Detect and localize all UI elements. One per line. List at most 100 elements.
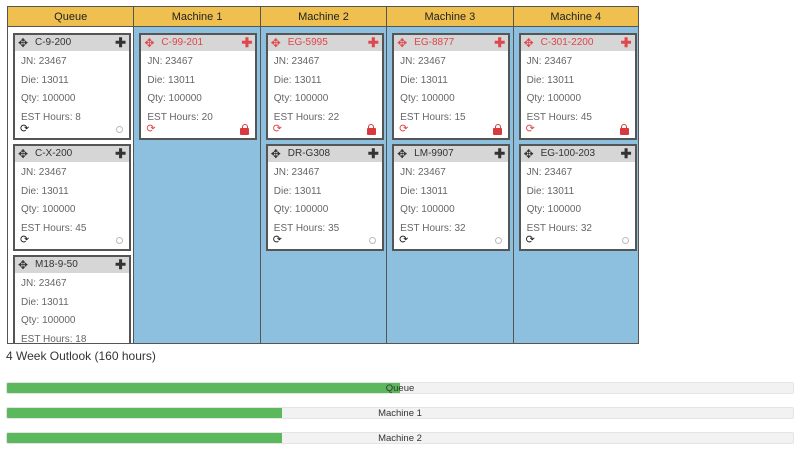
job-card[interactable]: ✥ DR-G308 ✚ JN: 23467 Die: 13011 Qty: 100000 E… — [265, 144, 384, 251]
card-title: EG-100-203 — [540, 148, 596, 159]
column-queue: Queue ✥ C-9-200 ✚ JN: 23467 Die: 13011 Qty: 10… — [7, 6, 134, 344]
refresh-icon[interactable]: ⟳ — [399, 234, 409, 246]
progress-label: Machine 2 — [378, 433, 422, 444]
job-card[interactable]: ✥ EG-5995 ✚ JN: 23467 Die: 13011 Qty: 100000 E… — [265, 33, 384, 140]
radio-icon[interactable] — [116, 237, 123, 244]
refresh-icon[interactable]: ⟳ — [272, 123, 282, 135]
job-card[interactable]: ✥ C-9-200 ✚ JN: 23467 Die: 13011 Qty: 100000 E… — [13, 33, 131, 140]
radio-icon[interactable] — [368, 237, 376, 244]
progress-bar: Machine 2 — [6, 432, 794, 444]
plus-icon[interactable]: ✚ — [367, 35, 379, 50]
refresh-icon[interactable]: ⟳ — [20, 234, 30, 246]
card-title: C-9-200 — [35, 37, 72, 48]
move-arrows-icon[interactable]: ✥ — [18, 258, 29, 272]
refresh-icon[interactable]: ⟳ — [272, 234, 282, 246]
quantity: Qty: 100000 — [21, 315, 76, 326]
card-title: DR-G308 — [287, 148, 331, 159]
lock-icon[interactable] — [366, 124, 376, 135]
job-card[interactable]: ✥ LM-9907 ✚ JN: 23467 Die: 13011 Qty: 100000 E… — [392, 144, 511, 251]
refresh-icon[interactable]: ⟳ — [525, 123, 535, 135]
plus-icon[interactable]: ✚ — [620, 35, 632, 50]
card-title: EG-5995 — [287, 37, 328, 48]
job-card[interactable]: ✥ C-301-2200 ✚ JN: 23467 Die: 13011 Qty: 1000… — [518, 33, 637, 140]
refresh-icon[interactable]: ⟳ — [399, 123, 409, 135]
quantity: Qty: 100000 — [273, 204, 329, 215]
est-hours: EST Hours: 32 — [526, 223, 592, 234]
card-header: ✥ C-9-200 ✚ — [15, 35, 129, 51]
job-number: JN: 23467 — [21, 278, 67, 289]
die-number: Die: 13011 — [526, 186, 575, 197]
move-arrows-icon[interactable]: ✥ — [144, 36, 155, 50]
refresh-icon[interactable]: ⟳ — [146, 123, 156, 135]
column-header: Machine 2 — [260, 6, 387, 27]
radio-icon[interactable] — [116, 126, 123, 133]
move-arrows-icon[interactable]: ✥ — [523, 147, 534, 161]
card-title: C-301-2200 — [540, 37, 594, 48]
move-arrows-icon[interactable]: ✥ — [397, 147, 408, 161]
card-header: ✥ C-X-200 ✚ — [15, 146, 129, 162]
die-number: Die: 13011 — [526, 75, 575, 86]
column-header: Queue — [8, 6, 134, 27]
card-header: ✥ C-99-201 ✚ — [141, 35, 256, 51]
card-header: ✥ DR-G308 ✚ — [267, 146, 382, 162]
job-number: JN: 23467 — [273, 167, 320, 178]
outlook-title: 4 Week Outlook (160 hours) — [6, 349, 156, 363]
job-card[interactable]: ✥ C-99-201 ✚ JN: 23467 Die: 13011 Qty: 100000… — [139, 33, 258, 140]
refresh-icon[interactable]: ⟳ — [20, 123, 30, 135]
progress-bar: Machine 1 — [6, 407, 794, 419]
lock-icon[interactable] — [240, 124, 250, 135]
job-number: JN: 23467 — [526, 167, 573, 178]
quantity: Qty: 100000 — [147, 93, 202, 104]
column-header: Machine 4 — [513, 6, 638, 27]
plus-icon[interactable]: ✚ — [115, 35, 126, 50]
est-hours: EST Hours: 15 — [400, 112, 466, 123]
card-title: M18-9-50 — [35, 259, 78, 270]
move-arrows-icon[interactable]: ✥ — [270, 147, 281, 161]
quantity: Qty: 100000 — [21, 204, 76, 215]
refresh-icon[interactable]: ⟳ — [525, 234, 535, 246]
die-number: Die: 13011 — [400, 75, 448, 86]
move-arrows-icon[interactable]: ✥ — [397, 36, 408, 50]
column-machine-3: Machine 3 ✥ EG-8877 ✚ JN: 23467 Die: 13011 Qty… — [386, 6, 513, 344]
plus-icon[interactable]: ✚ — [115, 146, 126, 161]
move-arrows-icon[interactable]: ✥ — [18, 36, 29, 50]
move-arrows-icon[interactable]: ✥ — [523, 36, 534, 50]
est-hours: EST Hours: 18 — [21, 334, 87, 344]
progress-bar: Queue — [6, 382, 794, 394]
card-header: ✥ LM-9907 ✚ — [394, 146, 509, 162]
progress-fill — [7, 383, 400, 393]
lock-icon[interactable] — [619, 124, 629, 135]
plus-icon[interactable]: ✚ — [620, 146, 632, 161]
job-card[interactable]: ✥ C-X-200 ✚ JN: 23467 Die: 13011 Qty: 100000 E… — [13, 144, 131, 251]
card-header: ✥ C-301-2200 ✚ — [520, 35, 635, 51]
move-arrows-icon[interactable]: ✥ — [18, 147, 29, 161]
radio-icon[interactable] — [621, 237, 629, 244]
radio-icon[interactable] — [495, 237, 503, 244]
quantity: Qty: 100000 — [400, 204, 455, 215]
job-number: JN: 23467 — [21, 56, 67, 67]
plus-icon[interactable]: ✚ — [115, 257, 126, 272]
column-machine-1: Machine 1 ✥ C-99-201 ✚ JN: 23467 Die: 13011 Qt… — [133, 6, 260, 344]
lock-icon[interactable] — [493, 124, 503, 135]
progress-label: Queue — [385, 383, 415, 394]
die-number: Die: 13011 — [21, 75, 69, 86]
plus-icon[interactable]: ✚ — [494, 146, 506, 161]
column-machine-2: Machine 2 ✥ EG-5995 ✚ JN: 23467 Die: 13011 Qty… — [259, 6, 387, 344]
card-title: C-99-201 — [161, 37, 204, 48]
plus-icon[interactable]: ✚ — [494, 35, 506, 50]
job-number: JN: 23467 — [273, 56, 320, 67]
die-number: Die: 13011 — [273, 186, 322, 197]
plus-icon[interactable]: ✚ — [367, 146, 379, 161]
plus-icon[interactable]: ✚ — [241, 35, 253, 50]
die-number: Die: 13011 — [21, 297, 69, 308]
job-card[interactable]: ✥ M18-9-50 ✚ JN: 23467 Die: 13011 Qty: 100000… — [13, 255, 131, 344]
move-arrows-icon[interactable]: ✥ — [270, 36, 281, 50]
card-list: ✥ C-301-2200 ✚ JN: 23467 Die: 13011 Qty: 1000… — [514, 27, 638, 251]
job-card[interactable]: ✥ EG-100-203 ✚ JN: 23467 Die: 13011 Qty: 1000… — [518, 144, 637, 251]
quantity: Qty: 100000 — [526, 93, 582, 104]
die-number: Die: 13011 — [147, 75, 196, 86]
job-card[interactable]: ✥ EG-8877 ✚ JN: 23467 Die: 13011 Qty: 100000 E… — [392, 33, 511, 140]
quantity: Qty: 100000 — [273, 93, 329, 104]
card-list: ✥ EG-8877 ✚ JN: 23467 Die: 13011 Qty: 100000 E… — [387, 27, 512, 251]
card-list: ✥ C-99-201 ✚ JN: 23467 Die: 13011 Qty: 100000… — [134, 27, 259, 140]
